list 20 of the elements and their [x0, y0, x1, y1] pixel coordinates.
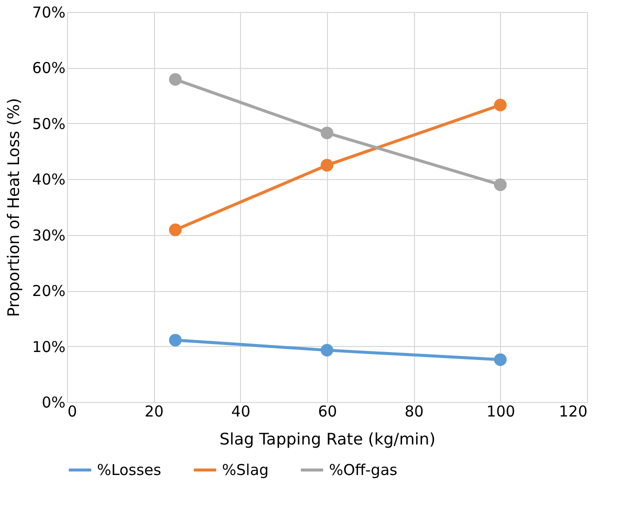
- y-tick-label: 10%: [32, 338, 66, 356]
- y-tick-label: 30%: [32, 226, 66, 244]
- x-tick-label: 60: [318, 402, 338, 420]
- x-tick-label: 80: [404, 402, 424, 420]
- y-axis-title: Proportion of Heat Loss (%): [4, 98, 24, 318]
- x-tick-label: 20: [144, 402, 164, 420]
- legend-label: %Slag: [222, 461, 269, 479]
- x-tick-label: 40: [231, 402, 250, 420]
- x-tick-label: 100: [486, 402, 516, 420]
- legend-label: %Losses: [97, 461, 162, 479]
- y-tick-label: 60%: [32, 59, 66, 78]
- x-tick-label: 120: [558, 402, 588, 420]
- x-tick-label: 0: [68, 402, 78, 420]
- y-tick-label: 20%: [32, 282, 66, 300]
- x-axis-title: Slag Tapping Rate (kg/min): [220, 430, 436, 448]
- y-tick-label: 40%: [32, 170, 66, 189]
- y-tick-label: 70%: [32, 4, 66, 22]
- y-tick-label: 0%: [42, 394, 66, 412]
- y-tick-label: 50%: [32, 114, 66, 133]
- legend-label: %Off-gas: [329, 461, 398, 479]
